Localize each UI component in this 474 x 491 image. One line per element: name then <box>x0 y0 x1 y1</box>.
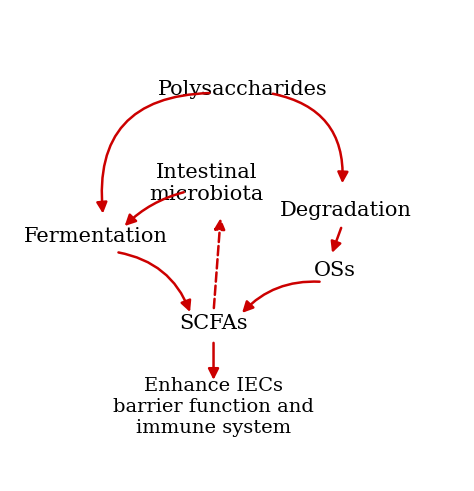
Text: Degradation: Degradation <box>280 201 412 219</box>
Text: Fermentation: Fermentation <box>24 227 168 246</box>
Text: SCFAs: SCFAs <box>179 314 248 333</box>
Text: Enhance IECs
barrier function and
immune system: Enhance IECs barrier function and immune… <box>113 377 314 436</box>
Text: Polysaccharides: Polysaccharides <box>158 80 328 99</box>
Text: OSs: OSs <box>314 261 356 280</box>
Text: Intestinal
microbiota: Intestinal microbiota <box>149 163 264 204</box>
